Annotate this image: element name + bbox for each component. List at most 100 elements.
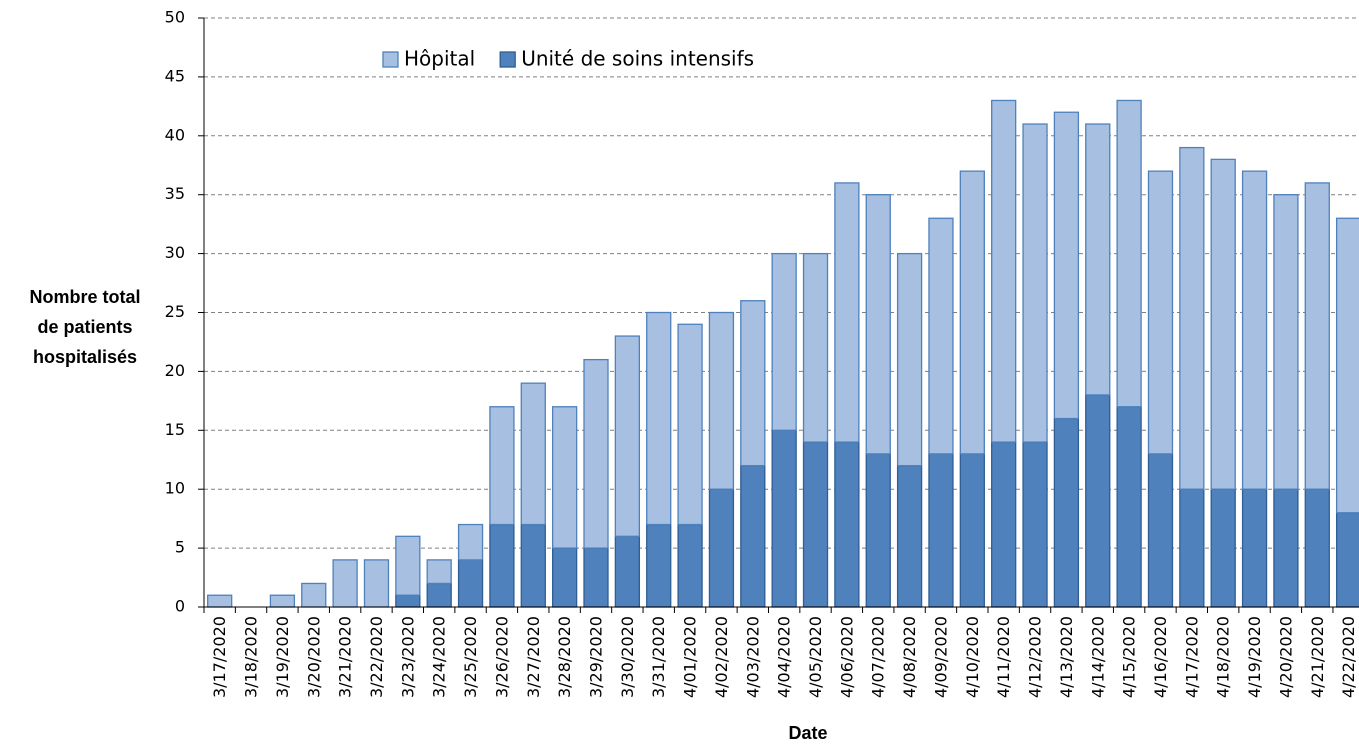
x-tick-label: 4/09/2020 bbox=[931, 616, 950, 698]
x-tick-label: 4/10/2020 bbox=[963, 616, 982, 698]
bar-segment bbox=[207, 594, 233, 608]
bar-segment bbox=[1053, 417, 1080, 608]
bar-segment bbox=[332, 559, 358, 608]
bar-segment bbox=[1304, 488, 1330, 608]
bar-segment bbox=[1022, 441, 1048, 608]
bar-segment bbox=[1085, 394, 1111, 608]
bar-segment bbox=[1116, 406, 1142, 608]
bar-segment bbox=[1022, 123, 1048, 443]
bar-segment bbox=[1210, 158, 1236, 490]
bar-segment bbox=[1210, 488, 1236, 608]
bar-segment bbox=[646, 523, 672, 608]
x-tick-label: 4/03/2020 bbox=[743, 616, 762, 698]
y-tick-label: 0 bbox=[175, 597, 185, 616]
bar-segment bbox=[520, 382, 546, 526]
bar-segment bbox=[802, 252, 829, 443]
bar-segment bbox=[614, 335, 641, 537]
bar-segment bbox=[834, 182, 860, 443]
x-tick-label: 4/18/2020 bbox=[1214, 616, 1233, 698]
legend-swatch bbox=[499, 51, 516, 68]
bar-segment bbox=[1179, 488, 1205, 608]
x-tick-label: 4/07/2020 bbox=[869, 616, 888, 698]
bar-segment bbox=[614, 535, 641, 608]
bar-segment bbox=[991, 441, 1017, 608]
x-tick-label: 3/29/2020 bbox=[587, 616, 606, 698]
bar-segment bbox=[865, 194, 891, 455]
x-tick-label: 3/20/2020 bbox=[304, 616, 323, 698]
bar-segment bbox=[740, 464, 766, 608]
x-tick-label: 4/02/2020 bbox=[712, 616, 731, 698]
bar-segment bbox=[457, 523, 484, 561]
x-tick-label: 3/28/2020 bbox=[555, 616, 574, 698]
x-tick-label: 3/21/2020 bbox=[336, 616, 355, 698]
x-tick-label: 3/17/2020 bbox=[210, 616, 229, 698]
x-tick-label: 4/15/2020 bbox=[1120, 616, 1139, 698]
bar-segment bbox=[1053, 111, 1080, 420]
bar-segment bbox=[583, 358, 609, 549]
bar-segment bbox=[426, 559, 452, 585]
x-tick-label: 3/26/2020 bbox=[492, 616, 511, 698]
x-tick-label: 4/17/2020 bbox=[1182, 616, 1201, 698]
bar-segment bbox=[708, 488, 735, 608]
bar-segment bbox=[896, 252, 923, 467]
bar-segment bbox=[426, 582, 452, 608]
bar-segment bbox=[269, 594, 296, 608]
bar-segment bbox=[834, 441, 860, 608]
bar-segment bbox=[301, 582, 327, 608]
bar-segment bbox=[646, 311, 672, 526]
bar-segment bbox=[1335, 512, 1359, 608]
bar-segment bbox=[363, 559, 390, 608]
bar-segment bbox=[1241, 170, 1268, 490]
legend-label: Unité de soins intensifs bbox=[521, 47, 754, 71]
bar-segment bbox=[1147, 170, 1174, 455]
legend-label: Hôpital bbox=[404, 47, 475, 71]
bar-segment bbox=[771, 429, 797, 608]
y-axis-title: de patients bbox=[37, 317, 132, 337]
y-tick-label: 25 bbox=[165, 302, 185, 321]
x-tick-label: 3/19/2020 bbox=[273, 616, 292, 698]
y-tick-label: 10 bbox=[165, 479, 185, 498]
bar-segment bbox=[1241, 488, 1268, 608]
bar-segment bbox=[959, 170, 985, 455]
bar-segment bbox=[708, 311, 735, 490]
bar-segment bbox=[896, 464, 923, 608]
bar-segment bbox=[1335, 217, 1359, 514]
bar-segment bbox=[1147, 453, 1174, 608]
bar-segment bbox=[802, 441, 829, 608]
x-tick-label: 3/18/2020 bbox=[242, 616, 261, 698]
y-tick-label: 5 bbox=[175, 538, 185, 557]
bar-segment bbox=[677, 523, 703, 608]
bar-segment bbox=[489, 523, 515, 608]
bar-segment bbox=[1085, 123, 1111, 396]
y-tick-label: 45 bbox=[165, 66, 185, 85]
x-tick-label: 4/19/2020 bbox=[1245, 616, 1264, 698]
bar-segment bbox=[928, 453, 954, 608]
y-tick-label: 40 bbox=[165, 125, 185, 144]
x-tick-label: 3/24/2020 bbox=[430, 616, 449, 698]
y-axis-title: Nombre total bbox=[29, 287, 140, 307]
x-tick-label: 3/22/2020 bbox=[367, 616, 386, 698]
x-tick-label: 4/13/2020 bbox=[1057, 616, 1076, 698]
x-tick-label: 3/30/2020 bbox=[618, 616, 637, 698]
y-tick-label: 15 bbox=[165, 420, 185, 439]
bar-segment bbox=[1273, 194, 1299, 490]
bar-segment bbox=[959, 453, 985, 608]
y-tick-label: 30 bbox=[165, 243, 185, 262]
x-axis-title: Date bbox=[788, 723, 827, 743]
bar-segment bbox=[395, 594, 421, 608]
bar-segment bbox=[928, 217, 954, 455]
bar-segment bbox=[771, 252, 797, 431]
x-tick-label: 4/01/2020 bbox=[681, 616, 700, 698]
bar-segment bbox=[740, 300, 766, 467]
bar-segment bbox=[1273, 488, 1299, 608]
bar-segment bbox=[551, 406, 578, 549]
y-tick-label: 50 bbox=[165, 8, 185, 27]
x-tick-label: 4/08/2020 bbox=[900, 616, 919, 698]
x-tick-label: 4/16/2020 bbox=[1151, 616, 1170, 698]
x-tick-label: 4/05/2020 bbox=[806, 616, 825, 698]
x-tick-label: 4/20/2020 bbox=[1276, 616, 1295, 698]
bar-segment bbox=[1304, 182, 1330, 490]
x-tick-label: 3/23/2020 bbox=[398, 616, 417, 698]
x-tick-label: 4/04/2020 bbox=[775, 616, 794, 698]
x-tick-label: 4/12/2020 bbox=[1026, 616, 1045, 698]
